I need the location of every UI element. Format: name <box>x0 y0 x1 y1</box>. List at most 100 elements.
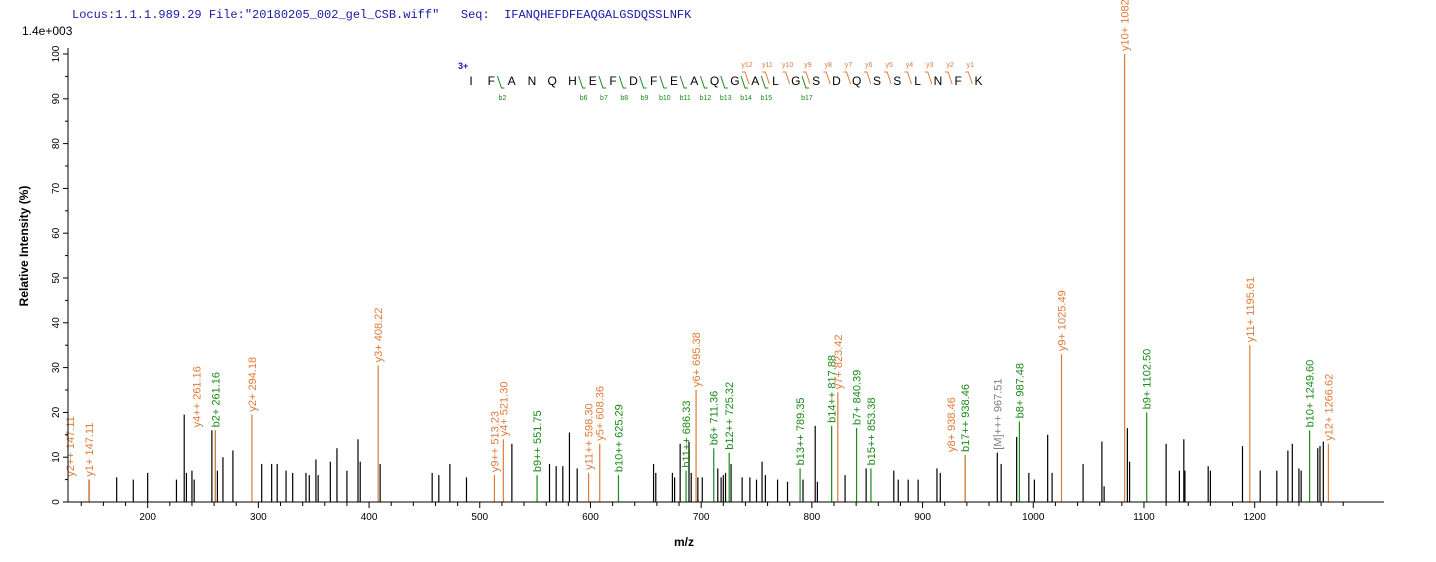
y-ion-label: y1 <box>967 62 975 69</box>
peak-label: b9++ 551.75 <box>532 410 544 472</box>
x-tick-label: 400 <box>361 512 378 523</box>
sequence-residue: H <box>568 74 577 88</box>
y-ion-label: y6 <box>865 62 873 69</box>
peak-label: y7+ 823.42 <box>833 334 845 389</box>
peak-label: b15++ 853.38 <box>866 397 878 465</box>
peaks-layer <box>88 54 1330 502</box>
peak-label: y9++ 513.23 <box>489 411 501 472</box>
b-ion-label: b8 <box>620 95 628 102</box>
y-ion-label: y9 <box>804 62 812 69</box>
spectrum-header: Locus:1.1.1.989.29 File:"20180205_002_ge… <box>72 8 691 22</box>
y-ion-label: y7 <box>845 62 853 69</box>
b-ion-bracket <box>720 75 728 89</box>
y-tick-label: 50 <box>51 272 62 284</box>
y-tick-label: 100 <box>51 45 62 62</box>
y-ion-bracket <box>884 71 892 85</box>
x-axis-title: m/z <box>674 535 694 549</box>
y-ion-bracket <box>823 71 831 85</box>
peak-label: y1+ 147.11 <box>84 423 96 477</box>
peak-label: b11++ 686.33 <box>681 401 693 468</box>
y-ion-label: y5 <box>885 62 893 69</box>
y-ticks: 0 10 20 30 40 50 60 70 80 90 100 <box>51 45 68 505</box>
peak-labels-layer: y1+ 147.11 y2++ 147.11 b2+ 261.16 y4++ 261.… <box>65 0 1335 477</box>
peak-label: y11++ 598.30 <box>584 403 596 469</box>
y-tick-label: 10 <box>51 451 62 463</box>
sequence-residue: F <box>609 74 616 88</box>
x-tick-label: 900 <box>914 512 931 523</box>
peak-label: y2++ 147.11 <box>65 416 77 476</box>
peak-label: y11+ 1195.61 <box>1245 277 1257 342</box>
y-ion-bracket <box>924 71 933 85</box>
y-ion-bracket <box>945 71 953 85</box>
y-tick-label: 60 <box>51 227 62 239</box>
peak-label: b9+ 1102.50 <box>1142 349 1154 410</box>
x-tick-label: 200 <box>139 512 156 523</box>
sequence-residue: A <box>508 74 516 88</box>
b-ion-bracket <box>598 75 606 89</box>
peak-label: y12+ 1266.62 <box>1323 374 1335 441</box>
peak-label: y4++ 261.16 <box>191 366 203 427</box>
b-ion-label: b13 <box>720 95 732 102</box>
peak-label: b10+ 1249.60 <box>1305 360 1317 428</box>
sequence-label: Seq: IFANQHEFDFEAQGALGSDQSSLNFK <box>460 8 692 22</box>
peak-label: [M]+++ 967.51 <box>992 378 1004 449</box>
y-ion-label: y3 <box>926 62 934 69</box>
sequence-residue: N <box>528 74 537 88</box>
b-ion-bracket <box>760 75 769 89</box>
y-tick-label: 0 <box>51 499 62 505</box>
axes-layer <box>67 48 1384 503</box>
sequence-residue: L <box>772 74 779 88</box>
y-ion-bracket <box>863 71 872 85</box>
sequence-residue: F <box>488 74 495 88</box>
b-ion-label: b10 <box>659 95 671 102</box>
peak-label: b2+ 261.16 <box>210 372 222 427</box>
b-ion-bracket <box>659 75 667 89</box>
y-ion-label: y2 <box>946 62 954 69</box>
sequence-residue: D <box>832 74 841 88</box>
x-tick-label: 1200 <box>1244 512 1267 523</box>
sequence-residue: S <box>893 74 901 88</box>
peak-label: b14++ 817.88 <box>827 355 839 423</box>
y-ion-bracket <box>762 71 770 85</box>
y-axis-title: Relative Intensity (%) <box>17 186 31 307</box>
peak-label: y5+ 608.36 <box>595 386 607 441</box>
y-ion-bracket <box>904 71 912 85</box>
b-ion-label: b9 <box>641 95 649 102</box>
peak-label: b17++ 938.46 <box>960 384 972 452</box>
b-ion-bracket <box>618 75 627 89</box>
sequence-residue: F <box>955 74 962 88</box>
sequence-residue: A <box>690 74 698 88</box>
y-ion-label: y4 <box>906 62 914 69</box>
peak-label: b8+ 987.48 <box>1014 363 1026 418</box>
sequence-residue: G <box>730 74 739 88</box>
peak-label: b6+ 711.36 <box>709 391 721 446</box>
b-ion-bracket <box>679 75 688 89</box>
sequence-annotation: 3+I F A N Q H E F D F E A Q G A L G S D Q S S L N F Kb2 b6 b7 b8 b9 b1… <box>458 61 983 102</box>
sequence-residue: L <box>914 74 921 88</box>
charge-label: 3+ <box>458 61 468 71</box>
file-label: File:"20180205_002_gel_CSB.wiff" <box>208 8 440 22</box>
sequence-residue: F <box>650 74 657 88</box>
sequence-residue: Q <box>548 74 557 88</box>
peak-label: b10++ 625.29 <box>613 404 625 472</box>
y-ion-bracket <box>802 71 811 85</box>
b-ion-label: b11 <box>680 95 691 102</box>
sequence-residue: S <box>873 74 881 88</box>
sequence-residue: K <box>974 74 982 88</box>
b-ion-bracket <box>699 75 708 89</box>
sequence-residue: G <box>791 74 800 88</box>
b-ion-label: b6 <box>580 95 588 102</box>
y-ion-label: y11 <box>762 62 773 69</box>
peak-label: y10+ 1082.51 <box>1120 0 1132 51</box>
b-ion-bracket <box>639 75 647 89</box>
b-ion-label: b15 <box>761 95 773 102</box>
b-ion-bracket <box>578 75 586 89</box>
x-ticks: 200 300 400 500 600 700 800 900 1000 1100 1200 <box>80 502 1344 523</box>
x-tick-label: 1000 <box>1022 512 1045 523</box>
y-tick-label: 90 <box>51 93 62 105</box>
x-tick-label: 600 <box>582 512 599 523</box>
peak-label: y2+ 294.18 <box>247 357 259 412</box>
y-ion-bracket <box>843 71 852 85</box>
x-tick-label: 800 <box>804 512 821 523</box>
